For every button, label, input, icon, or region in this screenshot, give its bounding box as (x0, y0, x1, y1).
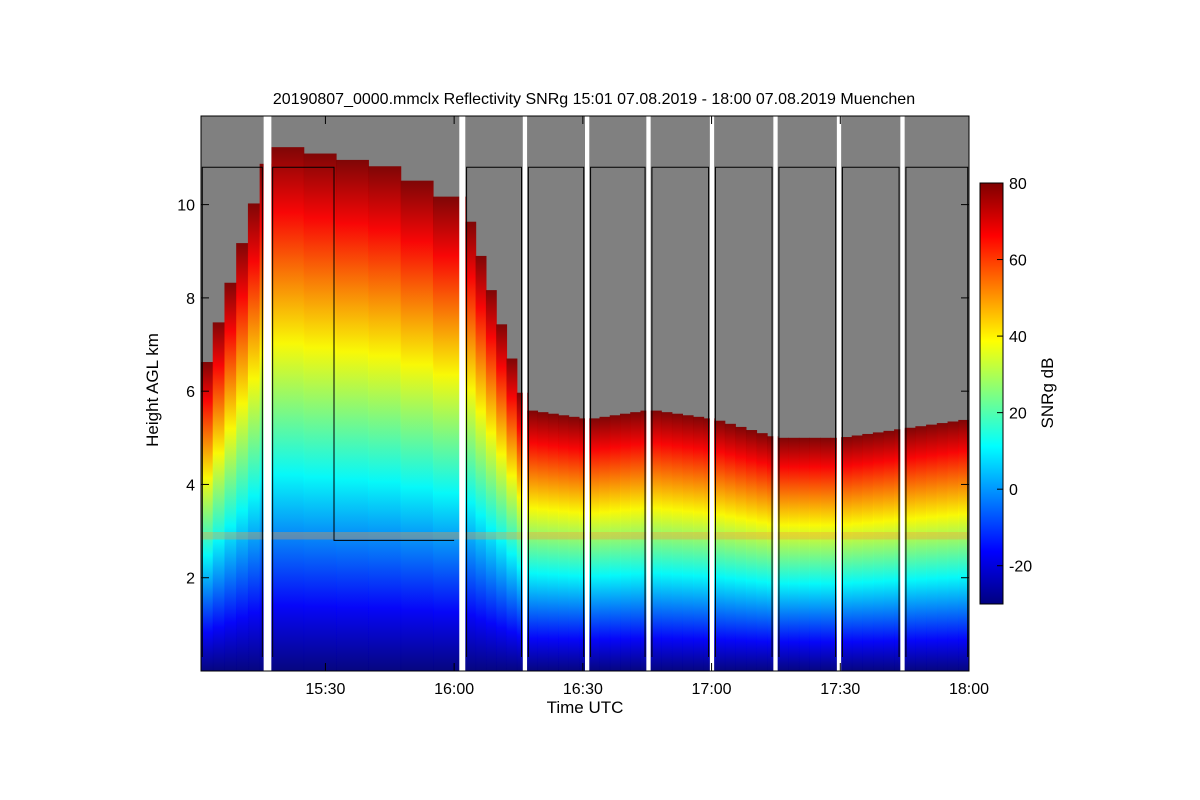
echo-column (650, 410, 662, 671)
y-tick-label: 10 (177, 198, 195, 215)
echo-column (212, 322, 226, 671)
echo-column (400, 180, 434, 671)
echo-column (475, 255, 487, 671)
data-gap (522, 116, 528, 671)
x-tick-label: 15:30 (305, 681, 345, 698)
echo-column (619, 413, 631, 671)
data-gap (836, 116, 842, 671)
echo-column (756, 433, 768, 671)
echo-column (599, 416, 611, 671)
echo-column (516, 392, 528, 671)
echo-column (714, 420, 726, 671)
echo-column (830, 437, 842, 671)
echo-column (568, 416, 580, 671)
echo-column (703, 418, 715, 671)
data-gap (263, 116, 272, 671)
echo-column (247, 203, 261, 671)
plot-frame (200, 115, 970, 672)
echo-column (589, 418, 601, 671)
echo-column (809, 437, 821, 671)
echo-column (883, 430, 895, 671)
x-axis-ticks: 15:30 16:00 16:30 17:00 17:30 18:00 (305, 116, 989, 698)
x-tick-label: 18:00 (949, 681, 989, 698)
y-tick-label: 4 (186, 477, 195, 494)
echo-column (894, 429, 906, 671)
colorbar (979, 182, 1004, 605)
echo-column (201, 362, 214, 671)
echo-column (271, 147, 305, 671)
y-tick-label: 2 (186, 571, 195, 588)
echo-column (798, 437, 810, 671)
data-gap (773, 116, 778, 671)
y-axis-label: Height AGL km (143, 333, 162, 447)
echo-column (819, 437, 832, 671)
colorbar-tick-label: 20 (1009, 406, 1027, 423)
echo-column (915, 426, 927, 671)
echo-column (547, 413, 559, 671)
echo-column (682, 415, 694, 671)
y-axis-ticks: 2 4 6 8 10 (177, 198, 969, 588)
colorbar-ticks: -20 0 20 40 60 80 (997, 176, 1032, 576)
echo-column (661, 412, 673, 671)
echo-column (224, 282, 237, 671)
echo-column (936, 423, 949, 671)
echo-column (506, 358, 518, 671)
colorbar-tick-label: 60 (1009, 253, 1027, 270)
echo-column (788, 437, 800, 671)
x-tick-label: 16:30 (563, 681, 603, 698)
colorbar-tick-label: 40 (1009, 329, 1027, 346)
echo-column (496, 324, 508, 671)
colorbar-tick-label: -20 (1009, 559, 1032, 576)
echo-column (735, 426, 747, 671)
echo-column (303, 153, 337, 671)
chart-title: 20190807_0000.mmclx Reflectivity SNRg 15… (273, 91, 915, 108)
echo-column (558, 415, 570, 671)
colorbar-label: SNRg dB (1038, 358, 1057, 429)
echo-column (851, 435, 863, 671)
x-axis-label: Time UTC (547, 698, 624, 717)
echo-column (958, 419, 969, 671)
echo-column (872, 432, 885, 671)
x-tick-label: 17:30 (820, 681, 860, 698)
echo-column (640, 410, 652, 671)
echo-column (485, 290, 497, 671)
echo-column (537, 412, 549, 671)
echo-column (724, 423, 736, 671)
plot-area (201, 116, 969, 671)
echo-column (692, 416, 705, 671)
echo-column (904, 427, 916, 671)
echo-column (236, 243, 249, 671)
data-gaps (263, 116, 905, 671)
data-gap (585, 116, 590, 671)
data-gap (709, 116, 715, 671)
echo-column (671, 413, 683, 671)
data-gap (459, 116, 466, 671)
colorbar-tick-label: 0 (1009, 482, 1018, 499)
echo-column (767, 436, 779, 671)
colorbar-tick-label: 80 (1009, 176, 1027, 193)
echo-column (777, 437, 789, 671)
echo-column (745, 430, 758, 671)
x-tick-label: 17:00 (692, 681, 732, 698)
echo-column (609, 415, 621, 671)
data-gap (900, 116, 905, 671)
x-tick-label: 16:00 (434, 681, 474, 698)
echo-column (368, 166, 402, 671)
echo-column (465, 221, 477, 671)
echo-column (630, 412, 642, 671)
echo-column (947, 421, 959, 671)
echo-column (926, 424, 938, 671)
y-tick-label: 6 (186, 384, 195, 401)
echo-column (336, 159, 369, 671)
data-gap (646, 116, 651, 671)
y-tick-label: 8 (186, 291, 195, 308)
echo-column (527, 410, 539, 671)
echo-column (578, 418, 590, 671)
echo-column (841, 437, 853, 671)
echo-column (862, 433, 874, 671)
clutter-outline (201, 166, 969, 658)
